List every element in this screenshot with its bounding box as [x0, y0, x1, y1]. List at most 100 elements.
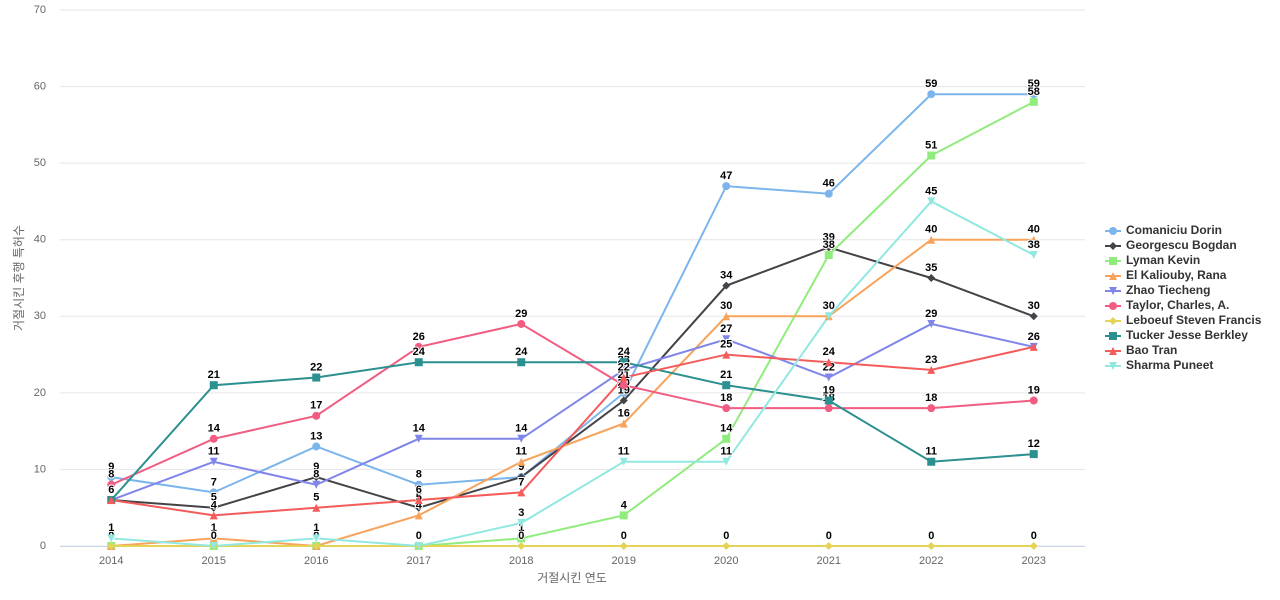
point: [722, 281, 731, 290]
data-label: 7: [518, 476, 524, 488]
point: [312, 373, 321, 382]
point: [1029, 235, 1038, 244]
point: [824, 404, 833, 413]
point: [1109, 227, 1117, 235]
point: [312, 473, 321, 482]
data-label: 13: [310, 430, 322, 442]
series-line: [111, 93, 1034, 494]
data-label: 26: [1028, 331, 1040, 343]
data-label: 1: [313, 522, 319, 534]
x-tick-label: 2023: [1022, 555, 1046, 567]
data-label: 11: [618, 446, 630, 458]
point: [517, 534, 526, 543]
point: [927, 235, 936, 244]
data-label: 0: [416, 530, 422, 542]
data-label: 51: [925, 139, 937, 151]
point: [619, 373, 628, 382]
data-label: 19: [823, 384, 835, 396]
data-label: 35: [925, 262, 937, 274]
point: [1109, 257, 1117, 265]
data-label: 1: [108, 522, 114, 534]
data-label: 1: [518, 522, 524, 534]
point: [209, 488, 218, 497]
point: [722, 350, 731, 359]
data-label: 23: [925, 354, 937, 366]
point: [517, 319, 526, 328]
x-tick-label: 2017: [407, 555, 431, 567]
point: [1109, 242, 1117, 250]
data-label: 40: [1028, 224, 1040, 236]
data-label: 26: [413, 331, 425, 343]
legend-label: Bao Tran: [1126, 343, 1177, 357]
x-tick-label: 2015: [202, 555, 226, 567]
legend-label: Zhao Tiecheng: [1126, 283, 1210, 297]
legend-label: Georgescu Bogdan: [1126, 238, 1237, 252]
x-tick-label: 2019: [612, 555, 636, 567]
point: [209, 503, 218, 512]
point: [927, 542, 936, 550]
point: [927, 365, 936, 374]
data-label: 6: [108, 484, 114, 496]
data-label: 8: [416, 469, 422, 481]
point: [722, 182, 731, 191]
point: [209, 434, 218, 443]
x-tick-label: 2021: [817, 555, 841, 567]
point: [619, 381, 628, 390]
data-label: 22: [310, 361, 322, 373]
data-label: 11: [515, 446, 527, 458]
data-label: 1: [211, 522, 217, 534]
legend-label: Taylor, Charles, A.: [1126, 298, 1229, 312]
point: [312, 503, 321, 512]
point: [107, 496, 116, 505]
data-label: 0: [518, 530, 524, 542]
point: [1029, 542, 1038, 550]
data-label: 47: [720, 170, 732, 182]
point: [722, 434, 731, 443]
point: [1109, 317, 1117, 325]
data-label: 0: [621, 530, 627, 542]
point: [517, 457, 526, 466]
point: [824, 243, 833, 252]
data-label: 22: [618, 361, 630, 373]
data-label: 12: [1028, 438, 1040, 450]
data-label: 4: [211, 499, 218, 511]
data-label: 21: [720, 369, 732, 381]
data-label: 9: [518, 461, 524, 473]
point: [619, 457, 628, 466]
data-label: 58: [1028, 86, 1040, 98]
data-label: 11: [720, 446, 732, 458]
data-label: 30: [720, 300, 732, 312]
data-label: 14: [413, 423, 426, 435]
point: [1109, 302, 1117, 310]
point: [722, 542, 731, 550]
y-tick-label: 0: [40, 540, 46, 552]
point: [1109, 332, 1117, 340]
point: [312, 442, 321, 451]
series-line: [111, 200, 1035, 548]
point: [517, 542, 526, 550]
data-label: 0: [416, 530, 422, 542]
point: [1029, 312, 1038, 321]
legend-label: El Kaliouby, Rana: [1126, 268, 1227, 282]
point: [107, 480, 116, 489]
point: [927, 457, 936, 466]
point: [414, 542, 423, 550]
point: [1029, 251, 1038, 260]
point: [414, 503, 423, 512]
data-label: 14: [720, 423, 733, 435]
point: [517, 473, 526, 482]
data-label: 25: [720, 338, 732, 350]
point: [312, 411, 321, 420]
data-label: 0: [211, 530, 217, 542]
legend-label: Tucker Jesse Berkley: [1126, 328, 1248, 342]
data-label: 30: [823, 300, 835, 312]
point: [619, 358, 628, 367]
point: [209, 457, 218, 466]
point: [1109, 272, 1117, 280]
point: [107, 542, 116, 550]
data-label: 0: [928, 530, 934, 542]
x-tick-label: 2020: [714, 555, 738, 567]
point: [1029, 342, 1038, 351]
data-label: 19: [1028, 384, 1040, 396]
data-label: 38: [823, 239, 835, 251]
